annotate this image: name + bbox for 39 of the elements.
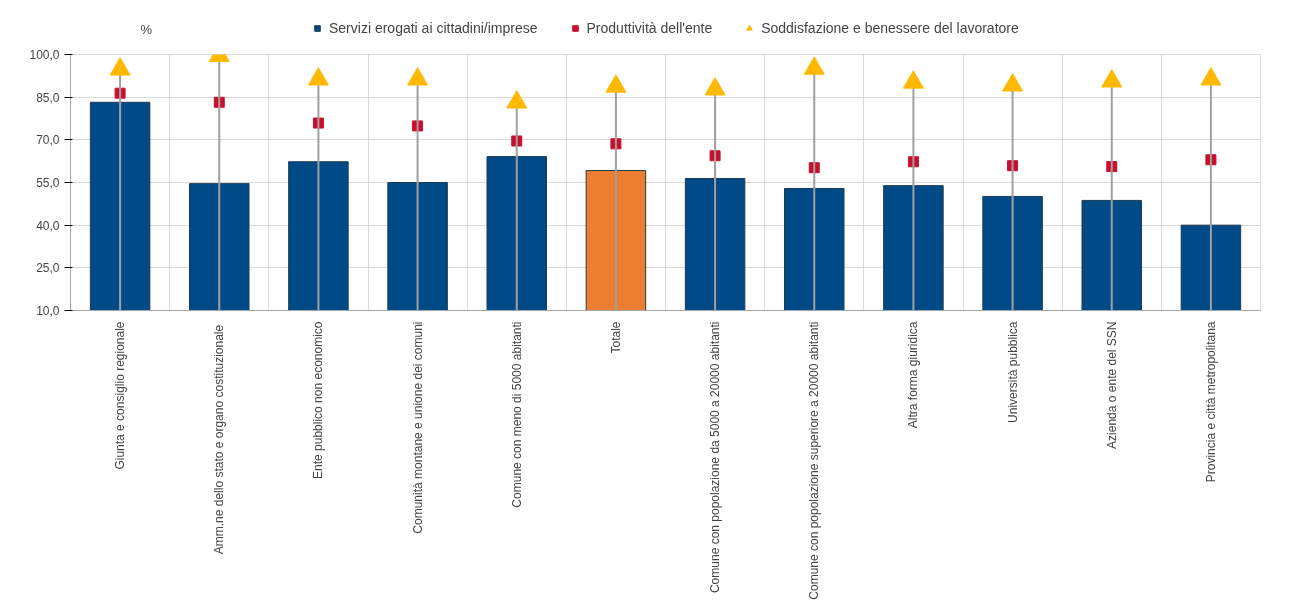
- x-tick-label: Comunità montane e unione dei comuni: [410, 321, 425, 534]
- y-axis-title: %: [140, 21, 153, 37]
- x-tick-label: Comune con meno di 5000 abitanti: [509, 321, 524, 508]
- point: [1200, 67, 1222, 86]
- point: [1205, 154, 1217, 166]
- x-tick-label: Altra forma giuridica: [906, 321, 921, 429]
- x-tick-label: Provincia e città metropolitana: [1203, 321, 1218, 483]
- point: [312, 117, 324, 129]
- y-tick-label: 85,0: [36, 90, 60, 105]
- x-tick-label: Ente pubblico non economico: [311, 321, 326, 479]
- y-tick-label: 10,0: [36, 304, 60, 318]
- y-tick-label: 40,0: [36, 218, 60, 233]
- y-tick-label: 55,0: [36, 176, 60, 190]
- point: [902, 70, 924, 89]
- point: [605, 74, 627, 93]
- legend-label: Servizi erogati ai cittadini/imprese: [329, 20, 538, 36]
- y-tick-label: 100,0: [29, 48, 60, 62]
- point: [506, 90, 528, 109]
- point: [307, 67, 329, 86]
- y-tick-label: 25,0: [36, 261, 60, 276]
- legend-label: Produttività dell'ente: [586, 20, 713, 36]
- point: [709, 150, 721, 162]
- x-tick-label: Comune con popolazione da 5000 a 20000 abitanti: [708, 321, 723, 594]
- point: [1101, 69, 1123, 88]
- legend-label: Soddisfazione e benessere del lavoratore: [761, 20, 1019, 36]
- point: [803, 56, 825, 75]
- point: [114, 87, 126, 99]
- x-tick-label: Azienda o ente del SSN: [1104, 321, 1119, 449]
- x-tick-label: Giunta e consiglio regionale: [113, 321, 128, 470]
- point: [610, 138, 622, 150]
- x-tick-label: Università pubblica: [1005, 321, 1020, 423]
- y-tick-label: 70,0: [36, 133, 60, 148]
- point: [109, 57, 131, 76]
- point: [1002, 73, 1024, 92]
- x-tick-label: Comune con popolazione superiore a 20000 abitanti: [807, 321, 822, 600]
- point: [704, 77, 726, 96]
- x-tick-label: Totale: [608, 321, 623, 354]
- x-tick-label: Amm.ne dello stato e organo costituzionale: [212, 324, 227, 555]
- point: [407, 67, 429, 86]
